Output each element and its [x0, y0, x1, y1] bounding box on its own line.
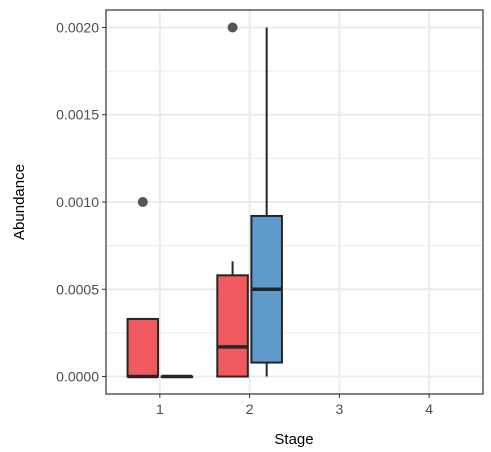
- outlier-point: [227, 22, 238, 33]
- box-stage-2-blue: [250, 27, 283, 377]
- y-tick-label: 0.0010: [56, 194, 99, 210]
- grid-lines: [106, 10, 483, 394]
- box-body: [126, 317, 160, 378]
- y-tick-label: 0.0020: [56, 19, 99, 35]
- box-body: [216, 274, 249, 378]
- box-stage-1-red: [126, 197, 160, 379]
- x-axis-title: Stage: [274, 431, 313, 448]
- box-stage-1-red: [160, 374, 194, 379]
- y-axis: 0.0000 0.0005 0.0010 0.0015 0.0020: [56, 19, 106, 385]
- x-tick-label: 2: [246, 401, 254, 417]
- x-tick-label: 1: [156, 401, 164, 417]
- y-axis-title: Abundance: [11, 164, 28, 240]
- boxes-layer: [126, 22, 283, 379]
- box-stage-2-red: [216, 22, 249, 378]
- x-tick-label: 3: [335, 401, 343, 417]
- x-tick-label: 4: [425, 401, 433, 417]
- y-tick-label: 0.0005: [56, 281, 99, 297]
- y-tick-label: 0.0015: [56, 107, 99, 123]
- x-axis: 1 2 3 4: [156, 394, 433, 417]
- y-tick-label: 0.0000: [56, 369, 99, 385]
- outlier-point: [137, 197, 148, 207]
